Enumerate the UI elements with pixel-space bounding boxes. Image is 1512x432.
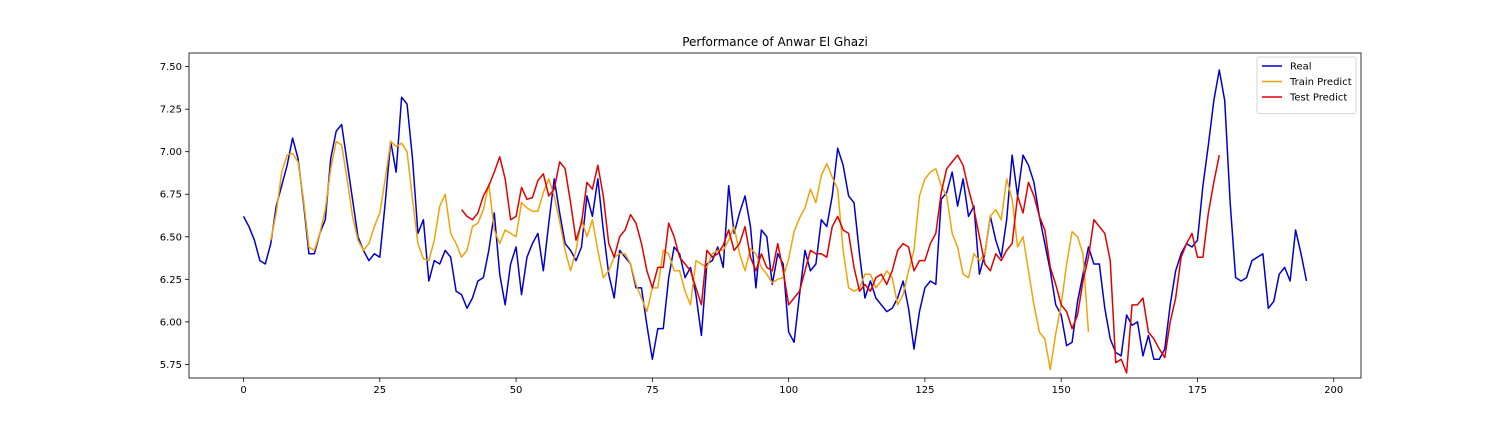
legend-label-test-predict: Test Predict <box>1289 93 1347 104</box>
x-tick-label: 100 <box>779 385 798 396</box>
plot-frame <box>188 52 1362 379</box>
axes-layer: 0 25 50 75 100 125 150 175 200 5.75 6.00 6.25 6.50 6.… <box>160 52 1362 396</box>
x-tick-label: 0 <box>240 385 246 396</box>
x-tick-label: 75 <box>646 385 659 396</box>
series-layer <box>242 69 1308 374</box>
x-tick-label: 25 <box>373 385 386 396</box>
y-tick-label: 6.75 <box>160 190 182 201</box>
y-tick-label: 6.00 <box>160 317 182 328</box>
x-tick-label: 50 <box>510 385 523 396</box>
series-line-train-predict <box>270 140 1090 371</box>
legend: Real Train Predict Test Predict <box>1256 56 1357 114</box>
y-tick-label: 7.25 <box>160 105 182 116</box>
x-tick-label: 150 <box>1052 385 1071 396</box>
x-tick-label: 200 <box>1324 385 1343 396</box>
y-tick-label: 6.50 <box>160 232 182 243</box>
chart-title: Performance of Anwar El Ghazi <box>682 35 868 49</box>
y-tick-label: 7.00 <box>160 147 182 158</box>
x-tick-label: 125 <box>915 385 934 396</box>
legend-box <box>1256 56 1357 114</box>
series-line-real <box>242 69 1308 361</box>
y-tick-label: 5.75 <box>160 360 182 371</box>
legend-label-train-predict: Train Predict <box>1289 77 1352 88</box>
y-tick-label: 6.25 <box>160 275 182 286</box>
series-line-test-predict <box>460 154 1221 374</box>
y-tick-label: 7.50 <box>160 62 182 73</box>
x-tick-label: 175 <box>1188 385 1207 396</box>
legend-label-real: Real <box>1290 62 1312 73</box>
